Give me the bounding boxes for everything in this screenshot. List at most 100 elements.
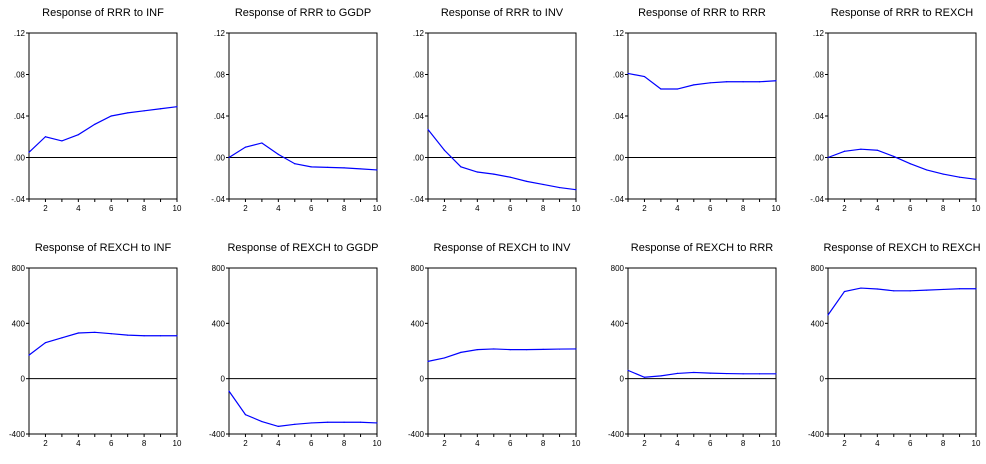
- y-tick-label: -400: [9, 430, 26, 439]
- chart-panel-1: Response of RRR to INF -.04 .00 .04 .08 .12 2 4…: [11, 7, 182, 213]
- response-line: [228, 142, 378, 171]
- data-point: [542, 183, 544, 186]
- chart-title: Response of RRR to INF: [42, 7, 164, 19]
- y-tick-label: .08: [14, 71, 26, 80]
- x-tick-label: 8: [541, 204, 546, 213]
- chart-title: Response of REXCH to INV: [434, 242, 572, 254]
- plot-frame: [627, 267, 777, 435]
- x-tick-label: 2: [43, 204, 48, 213]
- data-point: [127, 112, 129, 114]
- data-point: [975, 288, 977, 290]
- x-tick-label: 8: [741, 439, 746, 448]
- data-point: [526, 349, 528, 351]
- chart-title: Response of REXCH to GGDP: [227, 242, 378, 254]
- y-tick-label: .00: [613, 154, 625, 163]
- data-point: [228, 390, 230, 392]
- x-tick-label: 10: [572, 439, 581, 448]
- data-point: [742, 81, 744, 83]
- y-tick-label: .04: [613, 112, 625, 121]
- chart-panel-6: Response of REXCH to INF -400 0 400 800 2 4 6 8 1…: [9, 242, 182, 448]
- y-tick-label: .12: [813, 29, 825, 38]
- data-point: [77, 134, 79, 136]
- y-tick-label: .04: [14, 112, 26, 121]
- plot-frame: [28, 32, 178, 200]
- data-point: [827, 314, 829, 316]
- y-tick-label: .12: [214, 29, 226, 38]
- x-tick-label: 2: [243, 439, 248, 448]
- y-tick-label: -.04: [610, 195, 624, 204]
- data-point: [28, 151, 30, 153]
- data-point: [94, 123, 96, 125]
- data-point: [244, 414, 247, 416]
- x-tick-label: 2: [642, 204, 647, 213]
- x-tick-label: 4: [276, 204, 281, 213]
- data-point: [460, 351, 462, 353]
- data-point: [709, 82, 711, 84]
- chart-panel-4: Response of RRR to RRR -.04 .00 .04 .08 .12 2 4…: [610, 7, 781, 213]
- x-tick-label: 10: [572, 204, 581, 213]
- y-tick-label: 800: [811, 264, 825, 273]
- y-tick-label: .00: [813, 154, 825, 163]
- chart-title: Response of RRR to GGDP: [235, 7, 371, 19]
- x-tick-label: 10: [373, 204, 382, 213]
- plot-frame: [28, 267, 178, 435]
- x-tick-label: 2: [442, 204, 447, 213]
- x-tick-label: 10: [772, 204, 781, 213]
- data-point: [343, 421, 345, 423]
- y-tick-label: 0: [820, 375, 825, 384]
- x-tick-label: 8: [142, 204, 147, 213]
- plot-frame: [827, 267, 977, 435]
- data-point: [159, 335, 162, 337]
- chart-panel-3: Response of RRR to INV -.04 .00 .04 .08 .12 2 4…: [410, 7, 581, 213]
- data-point: [509, 349, 511, 351]
- x-tick-label: 2: [842, 439, 847, 448]
- data-point: [493, 173, 495, 175]
- x-tick-label: 6: [309, 439, 314, 448]
- x-tick-label: 4: [675, 204, 680, 213]
- data-point: [942, 173, 944, 175]
- data-point: [627, 72, 629, 75]
- data-point: [44, 342, 47, 344]
- y-tick-label: -400: [408, 430, 425, 439]
- data-point: [261, 420, 263, 423]
- data-point: [294, 163, 296, 165]
- y-tick-label: 800: [212, 264, 226, 273]
- response-line: [28, 106, 178, 153]
- data-point: [61, 337, 63, 339]
- data-point: [327, 166, 329, 168]
- y-tick-label: 800: [411, 264, 425, 273]
- chart-panel-7: Response of REXCH to GGDP -400 0 400 800 2 4 6 8…: [209, 242, 382, 448]
- data-point: [359, 421, 362, 423]
- data-point: [476, 349, 478, 351]
- data-point: [244, 146, 247, 148]
- x-tick-label: 10: [173, 204, 182, 213]
- y-tick-label: 400: [811, 319, 825, 328]
- response-line: [827, 148, 977, 180]
- x-tick-label: 10: [972, 204, 981, 213]
- data-point: [643, 75, 646, 78]
- data-point: [359, 168, 362, 170]
- y-tick-label: .04: [813, 112, 825, 121]
- y-tick-label: .12: [413, 29, 425, 38]
- data-point: [893, 290, 895, 292]
- data-point: [476, 171, 478, 173]
- x-tick-label: 8: [342, 439, 347, 448]
- x-tick-label: 8: [342, 204, 347, 213]
- y-tick-label: -.04: [211, 195, 225, 204]
- data-point: [558, 186, 561, 189]
- plot-frame: [427, 32, 577, 200]
- data-point: [526, 180, 528, 182]
- data-point: [143, 335, 145, 337]
- data-point: [77, 332, 79, 334]
- y-tick-label: 400: [12, 319, 26, 328]
- x-tick-label: 6: [908, 439, 913, 448]
- y-tick-label: 0: [21, 375, 26, 384]
- y-tick-label: -.04: [810, 195, 824, 204]
- data-point: [726, 81, 728, 83]
- x-tick-label: 10: [972, 439, 981, 448]
- x-tick-label: 6: [109, 204, 114, 213]
- chart-title: Response of REXCH to REXCH: [823, 242, 980, 254]
- x-tick-label: 2: [43, 439, 48, 448]
- data-point: [61, 140, 63, 142]
